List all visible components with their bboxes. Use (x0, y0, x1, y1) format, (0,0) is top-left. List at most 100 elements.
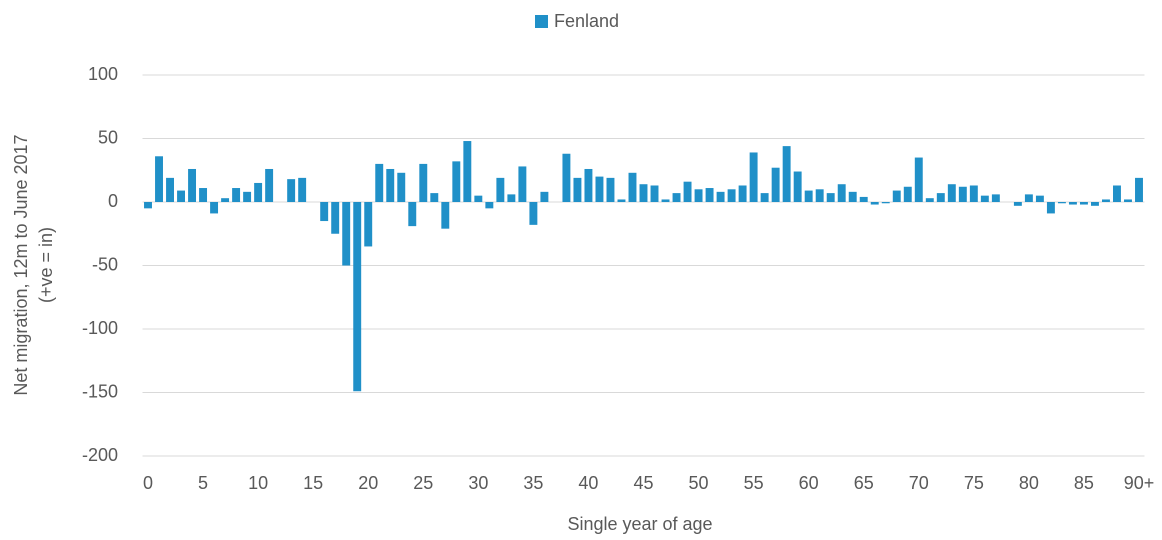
x-tick-label: 15 (303, 473, 323, 493)
bar (650, 185, 659, 202)
bar (760, 193, 769, 202)
bar (1113, 185, 1121, 202)
bar (1013, 202, 1022, 206)
y-tick-label: 50 (98, 127, 118, 147)
bar (408, 202, 417, 227)
bar (232, 188, 241, 202)
bar (188, 168, 197, 202)
x-tick-label: 65 (854, 473, 874, 493)
y-axis-title: (+ve = in) (36, 227, 56, 303)
x-tick-label: 50 (689, 473, 709, 493)
x-tick-label: 60 (799, 473, 819, 493)
y-tick-label: -100 (82, 318, 118, 338)
bar (430, 193, 439, 202)
bar (947, 184, 956, 202)
bar (606, 177, 615, 202)
bar (705, 188, 714, 202)
x-axis-title: Single year of age (567, 514, 712, 534)
bar (815, 189, 824, 202)
x-tick-label: 30 (468, 473, 488, 493)
bar (320, 202, 329, 222)
y-tick-label: 0 (108, 191, 118, 211)
bar (287, 179, 296, 202)
bar (540, 191, 549, 202)
x-tick-label: 70 (909, 473, 929, 493)
bar (903, 186, 912, 202)
x-tick-label: 0 (143, 473, 153, 493)
bar (298, 177, 307, 202)
bar (562, 153, 571, 202)
legend-swatch (535, 15, 548, 28)
bar (870, 202, 879, 205)
bar (485, 202, 494, 209)
bar (925, 198, 934, 202)
x-tick-label: 35 (523, 473, 543, 493)
bar (221, 198, 230, 202)
bar (573, 177, 582, 202)
bar (265, 168, 274, 202)
legend-label: Fenland (554, 11, 619, 31)
y-tick-label: -50 (92, 254, 118, 274)
bar (518, 166, 527, 202)
bar (243, 191, 252, 202)
bar (1024, 194, 1033, 202)
bar (881, 202, 890, 204)
bar (177, 190, 186, 202)
bar (727, 189, 736, 202)
bar (936, 193, 945, 202)
bar (1135, 177, 1143, 202)
bar (474, 195, 483, 202)
bar (958, 186, 967, 202)
bar (397, 172, 406, 202)
bar (793, 171, 802, 202)
bar (892, 190, 901, 202)
bar (837, 184, 846, 202)
bar (859, 196, 868, 202)
y-tick-label: 100 (88, 64, 118, 84)
bar (507, 194, 516, 202)
bar (639, 184, 648, 202)
bar (386, 168, 395, 202)
bar (826, 193, 835, 202)
y-tick-label: -150 (82, 381, 118, 401)
bar (496, 177, 505, 202)
bar (848, 191, 857, 202)
x-tick-label: 25 (413, 473, 433, 493)
y-axis-title: Net migration, 12m to June 2017 (11, 134, 31, 395)
x-tick-label: 20 (358, 473, 378, 493)
x-tick-label: 85 (1074, 473, 1094, 493)
bar (1079, 202, 1088, 205)
bar (1124, 199, 1132, 202)
bar (991, 194, 1000, 202)
bar (331, 202, 340, 234)
bar (144, 202, 152, 209)
bar (584, 168, 593, 202)
bar (375, 163, 384, 202)
bar (441, 202, 450, 229)
bar (683, 181, 692, 202)
bar (166, 177, 174, 202)
bar (749, 152, 758, 202)
bar (738, 185, 747, 202)
bar (969, 185, 978, 202)
bar (672, 193, 681, 202)
x-tick-label: 5 (198, 473, 208, 493)
bar (364, 202, 373, 247)
bar (342, 202, 351, 266)
bar (1068, 202, 1077, 205)
bar (661, 199, 670, 202)
bar (199, 188, 208, 202)
bar (210, 202, 219, 214)
bar (1101, 199, 1110, 202)
x-tick-label: 75 (964, 473, 984, 493)
x-tick-label: 80 (1019, 473, 1039, 493)
bar (804, 190, 813, 202)
bar (353, 202, 362, 392)
bar (452, 161, 461, 202)
bar (782, 146, 791, 202)
bar (1090, 202, 1099, 206)
bar (419, 163, 428, 202)
bar (617, 199, 626, 202)
bar (155, 156, 163, 202)
